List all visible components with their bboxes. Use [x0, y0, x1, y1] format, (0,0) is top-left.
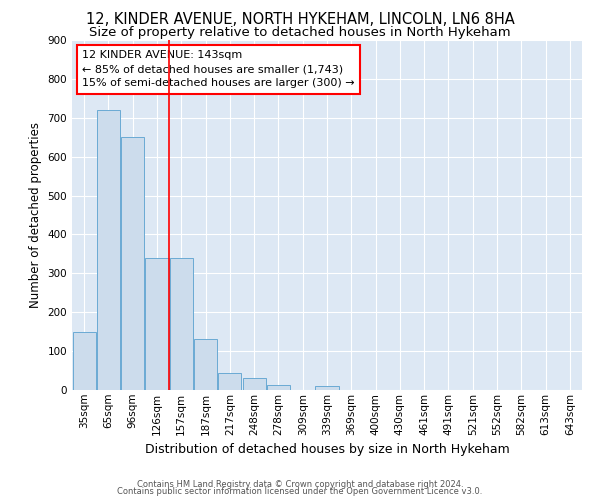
- Text: Contains HM Land Registry data © Crown copyright and database right 2024.: Contains HM Land Registry data © Crown c…: [137, 480, 463, 489]
- Bar: [242, 378, 266, 390]
- Text: 12 KINDER AVENUE: 143sqm
← 85% of detached houses are smaller (1,743)
15% of sem: 12 KINDER AVENUE: 143sqm ← 85% of detach…: [82, 50, 355, 88]
- Bar: [97, 110, 120, 390]
- Bar: [218, 374, 241, 390]
- Bar: [121, 137, 144, 390]
- Y-axis label: Number of detached properties: Number of detached properties: [29, 122, 42, 308]
- Bar: [194, 340, 217, 390]
- Text: Contains public sector information licensed under the Open Government Licence v3: Contains public sector information licen…: [118, 488, 482, 496]
- Text: 12, KINDER AVENUE, NORTH HYKEHAM, LINCOLN, LN6 8HA: 12, KINDER AVENUE, NORTH HYKEHAM, LINCOL…: [86, 12, 514, 28]
- Text: Size of property relative to detached houses in North Hykeham: Size of property relative to detached ho…: [89, 26, 511, 39]
- Bar: [267, 385, 290, 390]
- Bar: [73, 332, 95, 390]
- X-axis label: Distribution of detached houses by size in North Hykeham: Distribution of detached houses by size …: [145, 443, 509, 456]
- Bar: [170, 258, 193, 390]
- Bar: [145, 258, 169, 390]
- Bar: [316, 386, 338, 390]
